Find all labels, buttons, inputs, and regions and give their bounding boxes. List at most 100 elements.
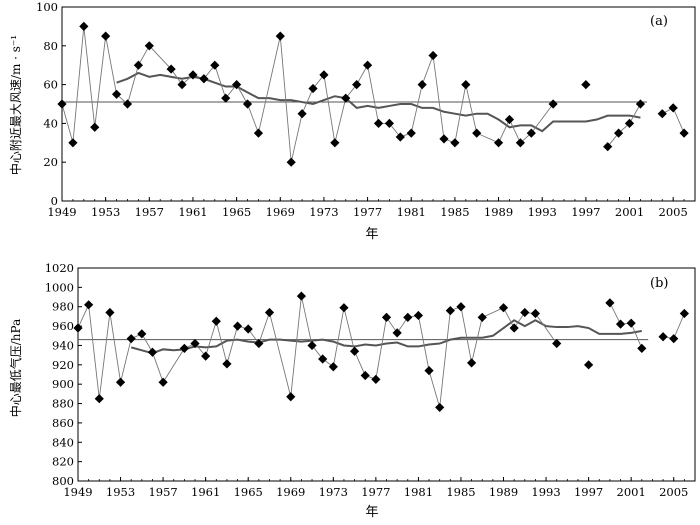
- x-tick-label: 1949: [47, 205, 76, 219]
- panel-label: (b): [650, 276, 668, 291]
- data-point-marker: [275, 31, 285, 41]
- data-point-marker: [395, 132, 405, 142]
- x-tick-label: 1973: [319, 485, 348, 499]
- data-point-marker: [90, 122, 100, 132]
- x-tick-label: 1985: [446, 485, 475, 499]
- x-tick-label: 1993: [528, 205, 557, 219]
- data-point-marker: [493, 138, 504, 148]
- data-point-marker: [424, 366, 434, 376]
- y-tick-label: 940: [52, 338, 74, 352]
- x-axis-label: 年: [365, 505, 378, 520]
- data-point-marker: [445, 306, 455, 316]
- data-point-marker: [286, 157, 296, 167]
- y-tick-label: 900: [52, 377, 74, 391]
- x-tick-label: 1977: [361, 485, 390, 499]
- moving-average-line: [130, 319, 642, 355]
- data-point-marker: [360, 370, 370, 381]
- data-point-marker: [210, 60, 220, 70]
- y-tick-label: 0: [51, 194, 58, 208]
- data-point-marker: [498, 303, 509, 313]
- annual-series-line: [609, 302, 643, 349]
- data-point-marker: [179, 343, 189, 353]
- x-tick-label: 1965: [234, 485, 263, 499]
- x-tick-label: 2005: [659, 205, 688, 219]
- x-tick-label: 1989: [489, 485, 518, 499]
- data-point-marker: [328, 362, 338, 372]
- y-tick-label: 800: [52, 474, 74, 488]
- data-point-marker: [57, 99, 67, 109]
- data-point-marker: [413, 310, 424, 321]
- panel-b: (b) 中心最低气压/hPa 年 800 820 840 860 880 900 920 94…: [8, 261, 696, 520]
- data-point-marker: [467, 358, 477, 368]
- data-point-marker: [68, 138, 78, 148]
- data-point-marker: [679, 308, 689, 319]
- data-point-marker: [242, 99, 253, 109]
- x-tick-label: 1973: [309, 205, 338, 219]
- data-point-marker: [166, 64, 176, 74]
- annual-series-line: [61, 26, 554, 163]
- data-point-marker: [296, 291, 306, 301]
- data-point-marker: [679, 128, 689, 138]
- y-tick-label: 880: [52, 397, 74, 411]
- data-point-marker: [307, 340, 317, 351]
- data-point-marker: [190, 338, 200, 349]
- data-point-marker: [624, 118, 635, 128]
- data-point-marker: [584, 360, 594, 370]
- data-point-marker: [392, 328, 402, 338]
- y-tick-label: 80: [43, 39, 58, 53]
- x-tick-label: 2005: [659, 485, 688, 499]
- x-tick-label: 1969: [266, 205, 295, 219]
- x-tick-label: 1997: [571, 205, 600, 219]
- data-point-marker: [84, 300, 94, 310]
- data-point-marker: [254, 338, 264, 349]
- x-tick-label: 1993: [531, 485, 560, 499]
- data-point-marker: [603, 142, 613, 152]
- data-point-marker: [94, 394, 104, 404]
- x-tick-label: 1949: [63, 485, 92, 499]
- y-tick-label: 860: [52, 416, 74, 430]
- data-point-marker: [253, 128, 264, 138]
- y-tick-label: 100: [36, 0, 58, 14]
- panel-label: (a): [650, 14, 668, 29]
- data-point-marker: [264, 307, 275, 318]
- data-point-marker: [552, 338, 562, 349]
- data-point-marker: [384, 118, 395, 128]
- data-point-marker: [615, 319, 626, 329]
- annual-series-line: [77, 295, 558, 408]
- data-point-marker: [177, 80, 187, 90]
- data-point-marker: [188, 70, 198, 80]
- data-point-marker: [435, 402, 445, 413]
- data-point-marker: [232, 321, 243, 331]
- data-point-marker: [308, 83, 318, 94]
- data-point-marker: [530, 308, 541, 319]
- data-point-marker: [406, 128, 416, 138]
- data-point-marker: [199, 74, 209, 84]
- data-point-marker: [450, 138, 460, 148]
- data-point-marker: [319, 70, 329, 80]
- data-point-marker: [137, 329, 147, 339]
- data-point-marker: [581, 80, 591, 90]
- data-point-marker: [509, 323, 519, 333]
- data-point-marker: [122, 99, 133, 109]
- x-tick-label: 1977: [353, 205, 382, 219]
- x-axis-label: 年: [365, 227, 378, 242]
- y-tick-label: 840: [52, 435, 74, 449]
- data-point-marker: [297, 109, 307, 119]
- data-point-marker: [428, 50, 438, 61]
- data-point-marker: [515, 138, 525, 148]
- x-tick-label: 1965: [222, 205, 251, 219]
- x-tick-label: 1957: [135, 205, 164, 219]
- data-point-marker: [371, 374, 381, 384]
- data-point-marker: [614, 128, 624, 138]
- data-point-marker: [73, 323, 83, 333]
- data-point-marker: [381, 312, 392, 322]
- x-tick-label: 1985: [440, 205, 469, 219]
- panel-a: (a) 中心附近最大风速/m · s⁻¹ 年 0 20 40 60 80 100 1949 1…: [8, 0, 696, 242]
- data-point-marker: [144, 41, 154, 51]
- data-point-marker: [286, 392, 296, 402]
- data-point-marker: [548, 99, 558, 109]
- y-tick-label: 20: [43, 155, 58, 169]
- data-point-marker: [101, 31, 111, 41]
- data-point-marker: [626, 318, 636, 328]
- data-point-marker: [669, 334, 679, 344]
